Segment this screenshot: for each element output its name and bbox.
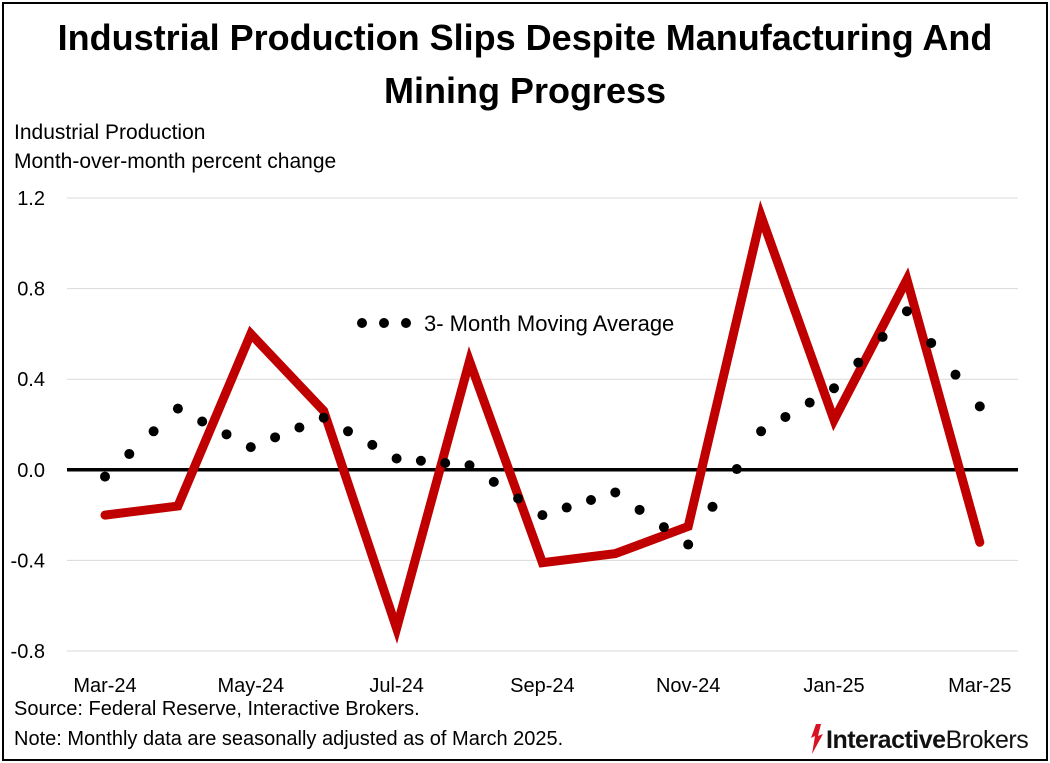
y-tick-label: 0.4 <box>17 369 45 391</box>
x-tick-label: Mar-24 <box>73 675 136 697</box>
moving-average-dot <box>950 369 961 380</box>
moving-average-dot <box>172 403 183 414</box>
legend-dot-1 <box>357 318 367 328</box>
logo-wordmark-part-2: Brokers <box>945 726 1029 754</box>
moving-average-dot <box>270 432 281 443</box>
production-line <box>100 200 985 644</box>
moving-average-dot <box>513 493 524 504</box>
moving-average-dot <box>853 357 864 368</box>
moving-average-dot <box>221 429 232 440</box>
moving-average-dot <box>586 495 596 505</box>
legend-label: 3- Month Moving Average <box>424 311 674 336</box>
y-tick-label: -0.4 <box>11 550 45 572</box>
y-tick-label: -0.8 <box>11 641 45 663</box>
moving-average-dot <box>926 337 937 348</box>
legend-dot-3 <box>401 318 411 328</box>
moving-average-dot <box>100 471 110 482</box>
moving-average-dot <box>877 331 888 342</box>
moving-average-dot <box>610 487 621 498</box>
moving-average-dot <box>561 502 572 513</box>
chart-subtitle-line-2: Month-over-month percent change <box>14 150 337 173</box>
moving-average-dot <box>901 306 912 317</box>
logo-wordmark: InteractiveBrokers <box>826 726 1029 755</box>
legend-dot-2 <box>379 318 389 328</box>
moving-average-dot <box>707 501 718 512</box>
moving-average-dot <box>683 539 694 550</box>
moving-average-dot <box>415 455 426 466</box>
x-tick-label: May-24 <box>217 675 284 697</box>
chart-subtitle-line-1: Industrial Production <box>14 121 206 144</box>
moving-average-dot <box>440 458 451 469</box>
moving-average-dot <box>488 476 499 487</box>
moving-average-dot <box>197 416 208 427</box>
moving-average-dot <box>124 448 135 459</box>
logo-wordmark-part-1: Interactive <box>826 726 946 754</box>
moving-average-dot <box>148 426 159 437</box>
moving-average-dot <box>974 401 985 412</box>
chart-title-line-2: Mining Progress <box>383 70 667 111</box>
moving-average-dot <box>464 460 475 471</box>
moving-average-dot <box>343 426 353 437</box>
moving-average-dot <box>391 453 402 464</box>
moving-average-dot <box>634 504 645 515</box>
x-tick-label: Jan-25 <box>803 675 864 697</box>
y-tick-label: 0.0 <box>17 460 45 482</box>
x-tick-label: Nov-24 <box>656 675 720 697</box>
y-tick-label: 1.2 <box>17 188 45 210</box>
x-axis-ticks: Mar-24 May-24 Jul-24 Sep-24 Nov-24 Jan-25 Mar-… <box>73 675 1011 697</box>
source-note: Source: Federal Reserve, Interactive Bro… <box>14 698 420 720</box>
moving-average-dot <box>756 426 767 437</box>
footnote: Note: Monthly data are seasonally adjust… <box>14 728 564 750</box>
moving-average-dot <box>658 522 669 533</box>
series-group <box>100 200 985 644</box>
moving-average-dot <box>829 383 839 394</box>
moving-average-dot <box>245 442 256 453</box>
interactive-brokers-flame-logo <box>811 724 823 754</box>
moving-average-dot <box>367 439 378 450</box>
moving-average-dot <box>294 422 305 433</box>
y-axis-ticks: 1.2 0.8 0.4 0.0 -0.4 -0.8 <box>11 188 45 663</box>
x-tick-label: Sep-24 <box>510 675 575 697</box>
moving-average-dot <box>731 464 742 475</box>
moving-average-dot <box>537 510 548 521</box>
moving-average-dot <box>804 397 815 408</box>
legend: 3- Month Moving Average <box>357 311 674 336</box>
moving-average-dot <box>780 411 791 422</box>
x-tick-label: Jul-24 <box>369 675 423 697</box>
x-tick-label: Mar-25 <box>948 675 1011 697</box>
moving-average-dot <box>318 412 329 423</box>
y-tick-label: 0.8 <box>17 279 45 301</box>
chart-title-line-1: Industrial Production Slips Despite Manu… <box>57 17 993 58</box>
